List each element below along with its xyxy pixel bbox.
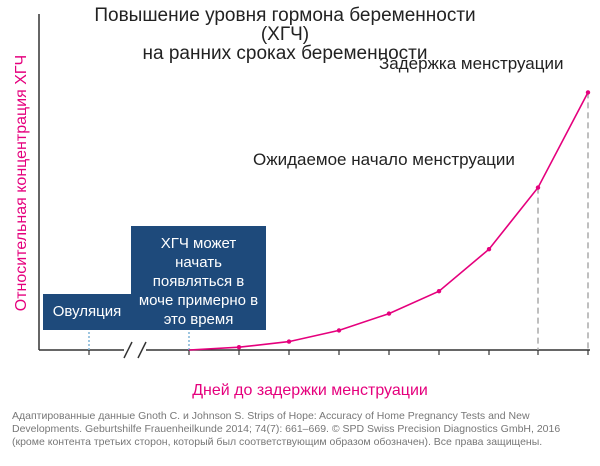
source-note: Адаптированные данные Gnoth C. и Johnson… <box>12 410 592 449</box>
ovulation-box: Овуляция <box>43 294 131 330</box>
source-line1: Адаптированные данные Gnoth C. и Johnson… <box>12 410 530 422</box>
x-axis-label: Дней до задержки менструации <box>192 382 428 399</box>
chart-title-line1: Повышение уровня гормона беременности (Х… <box>94 5 476 45</box>
source-line2: Developments. Geburtshilfe Frauenheilkun… <box>12 423 561 435</box>
hcg-data-point <box>336 328 342 333</box>
hcg-data-point <box>436 289 442 294</box>
chart-title: Повышение уровня гормона беременности (Х… <box>90 6 480 63</box>
axes <box>38 14 590 359</box>
chart-title-line2: на ранних сроках беременности <box>142 43 428 64</box>
hcg-data-point <box>535 185 541 190</box>
axis-break-mark-2 <box>137 341 147 359</box>
annotation-missed-period: Задержка менструации <box>379 54 564 73</box>
y-axis-label: Относительная концентрация ХГЧ <box>13 54 30 312</box>
hcg-data-point <box>236 345 242 350</box>
hcg-data-point <box>486 247 492 252</box>
annotation-expected-period: Ожидаемое начало менструации <box>253 150 515 169</box>
series-layer <box>188 90 591 351</box>
hcg-data-point <box>386 311 392 316</box>
hcg-data-point <box>286 339 292 344</box>
axis-break-mark-1 <box>123 341 133 359</box>
hcg-data-point <box>585 90 591 95</box>
source-line3: (кроме контента третьих сторон, который … <box>12 436 543 448</box>
hcg-appearance-box: ХГЧ может начать появляться в моче приме… <box>131 226 266 330</box>
guide-lines <box>88 92 589 350</box>
